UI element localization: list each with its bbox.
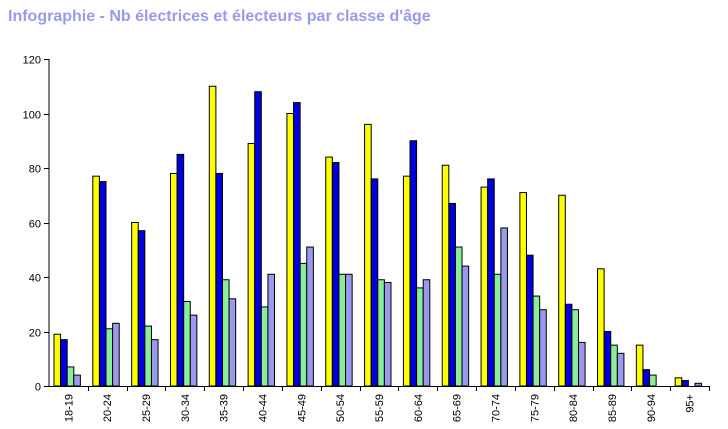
bar: [286, 113, 295, 387]
bar: [53, 333, 62, 387]
bar: [642, 369, 651, 387]
bar: [215, 172, 223, 387]
bar: [105, 328, 114, 387]
bar: [422, 279, 431, 387]
bar: [402, 175, 411, 387]
x-tick-label: 55-59: [374, 394, 386, 422]
y-tick-label: 60: [29, 219, 41, 231]
x-tick-label: 25-29: [141, 394, 153, 422]
bar: [603, 331, 612, 387]
bar: [137, 230, 146, 387]
bar: [66, 366, 75, 387]
bar: [578, 341, 586, 387]
bar: [370, 178, 379, 387]
x-tick-label: 30-34: [180, 394, 192, 422]
bar: [564, 303, 573, 387]
bar: [345, 273, 353, 387]
bar: [221, 279, 230, 387]
bar: [92, 175, 100, 387]
bar: [635, 344, 644, 387]
x-tick-label: 50-54: [335, 394, 347, 422]
bar: [610, 344, 618, 387]
bar: [674, 377, 683, 387]
bar: [267, 273, 276, 387]
bar: [208, 85, 217, 387]
bar: [409, 140, 418, 387]
bar: [558, 194, 566, 387]
bar: [131, 222, 139, 387]
x-tick-label: 65-69: [452, 394, 464, 422]
chart-title: Infographie - Nb électrices et électeurs…: [8, 8, 431, 25]
x-tick-label: 45-49: [296, 394, 308, 422]
x-tick-label: 85-89: [607, 394, 619, 422]
bar: [487, 178, 495, 387]
bar: [454, 246, 463, 387]
bar: [150, 339, 159, 387]
x-tick-label: 80-84: [568, 394, 580, 422]
bar: [306, 246, 314, 387]
bar: [681, 380, 689, 387]
x-tick-label: 95+: [685, 394, 697, 413]
y-tick-label: 40: [29, 273, 41, 285]
bar: [694, 382, 703, 387]
bar: [539, 309, 547, 387]
bar: [441, 164, 450, 387]
bar: [247, 142, 256, 387]
bar: [228, 298, 237, 387]
bar: [299, 262, 308, 387]
y-tick-label: 120: [23, 55, 41, 67]
bar: [73, 374, 81, 387]
bar: [480, 186, 489, 387]
x-tick-label: 75-79: [529, 394, 541, 422]
bar: [493, 273, 502, 387]
bar: [364, 123, 372, 387]
x-tick-label: 20-24: [102, 394, 114, 422]
bar: [60, 339, 68, 387]
x-tick-label: 40-44: [258, 394, 270, 422]
bar: [183, 301, 191, 387]
bar: [616, 352, 625, 387]
bar: [519, 192, 527, 387]
bar: [331, 162, 340, 387]
bar: [260, 306, 269, 387]
bar: [254, 91, 262, 387]
x-tick-label: 90-94: [646, 394, 658, 422]
bar: [293, 102, 301, 387]
y-tick-label: 20: [29, 328, 41, 340]
bar: [448, 202, 456, 387]
bar: [144, 325, 152, 387]
bar: [112, 322, 120, 387]
bar: [383, 281, 392, 387]
x-tick-label: 18-19: [63, 394, 75, 422]
bar: [98, 181, 107, 387]
x-tick-label: 70-74: [490, 394, 502, 422]
y-tick-label: 0: [35, 382, 41, 394]
y-tick-label: 80: [29, 164, 41, 176]
y-tick-label: 100: [23, 110, 41, 122]
bar: [176, 153, 185, 387]
bar: [416, 287, 424, 387]
bar: [500, 227, 508, 387]
bar: [649, 374, 657, 387]
x-tick-label: 60-64: [413, 394, 425, 422]
bar: [189, 314, 198, 387]
bar: [461, 265, 470, 387]
bar: [169, 172, 178, 387]
bar: [532, 295, 541, 387]
bar: [597, 268, 605, 387]
x-tick-label: 35-39: [219, 394, 231, 422]
bar: [525, 254, 534, 387]
bar: [571, 309, 580, 387]
bar: [338, 273, 347, 387]
bar: [377, 279, 385, 387]
bar: [325, 156, 333, 387]
